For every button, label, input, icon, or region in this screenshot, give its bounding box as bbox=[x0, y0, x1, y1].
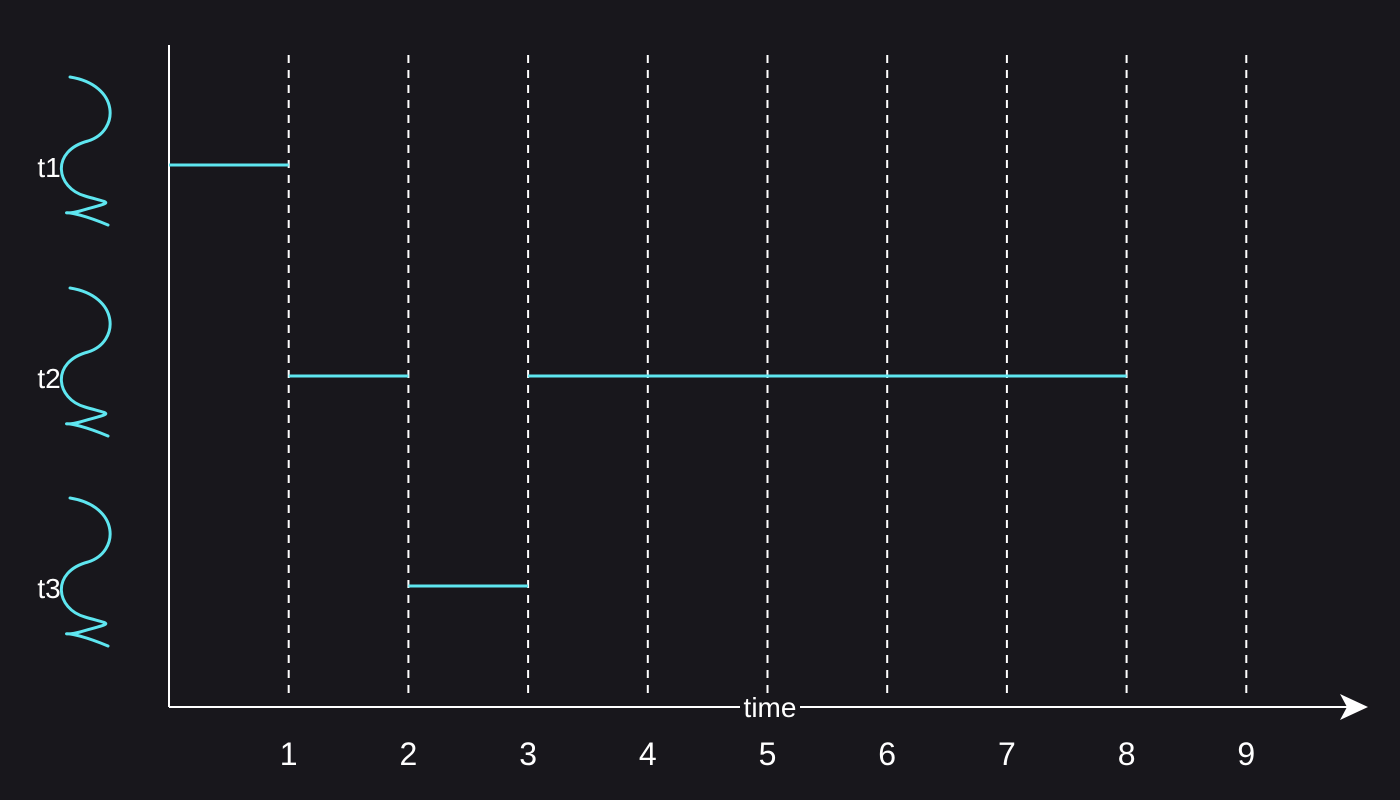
wavy-thread-icon bbox=[59, 75, 112, 227]
thread-rows: t1 t2 t3 bbox=[37, 75, 112, 648]
x-axis-label: time bbox=[744, 692, 797, 723]
execution-segments bbox=[169, 163, 1127, 588]
thread-label-t2: t2 bbox=[37, 363, 60, 394]
x-tick-label-4: 4 bbox=[639, 736, 657, 772]
x-tick-label-7: 7 bbox=[998, 736, 1016, 772]
x-tick-label-9: 9 bbox=[1237, 736, 1255, 772]
x-axis-label-bg bbox=[740, 693, 800, 721]
axes: time bbox=[168, 45, 1368, 723]
x-tick-label-5: 5 bbox=[759, 736, 777, 772]
arrowhead-icon bbox=[1340, 694, 1368, 720]
x-tick-labels: 1 2 3 4 5 6 7 8 9 bbox=[280, 736, 1255, 772]
x-tick-label-1: 1 bbox=[280, 736, 298, 772]
wavy-thread-icon bbox=[59, 286, 112, 438]
x-tick-label-3: 3 bbox=[519, 736, 537, 772]
x-tick-label-6: 6 bbox=[878, 736, 896, 772]
wavy-thread-icon bbox=[59, 496, 112, 648]
thread-label-t3: t3 bbox=[37, 573, 60, 604]
x-tick-label-2: 2 bbox=[400, 736, 418, 772]
thread-label-t1: t1 bbox=[37, 152, 60, 183]
x-tick-label-8: 8 bbox=[1118, 736, 1136, 772]
